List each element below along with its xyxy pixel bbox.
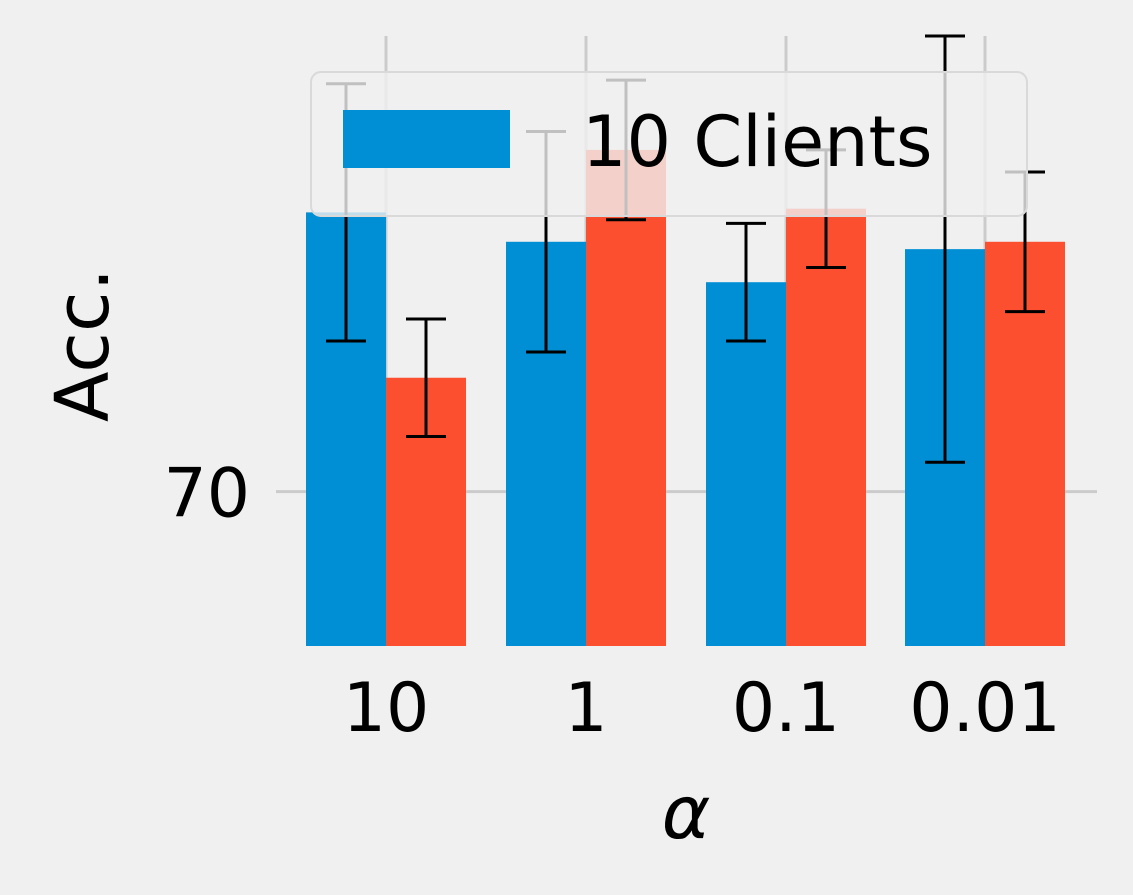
- legend-label-10-clients: 10 Clients: [582, 101, 932, 183]
- bar-s1-c2: [786, 208, 866, 646]
- y-tick-label: 70: [163, 455, 250, 534]
- x-axis-label: α: [662, 770, 711, 856]
- x-tick-label: 0.01: [909, 669, 1060, 748]
- legend-frame: [310, 71, 1028, 217]
- bar-s0-c2: [706, 282, 786, 646]
- bars: [306, 149, 1065, 647]
- legend: 10 Clients: [310, 71, 1028, 217]
- legend-swatch-10-clients: [343, 110, 510, 168]
- bar-s1-c1: [586, 149, 666, 647]
- x-tick-label: 10: [343, 669, 430, 748]
- x-tick-label: 0.1: [732, 669, 840, 748]
- tick-labels: 70 10 1 0.1 0.01: [163, 455, 1060, 748]
- y-axis-label: Acc.: [40, 268, 126, 422]
- x-tick-label: 1: [564, 669, 607, 748]
